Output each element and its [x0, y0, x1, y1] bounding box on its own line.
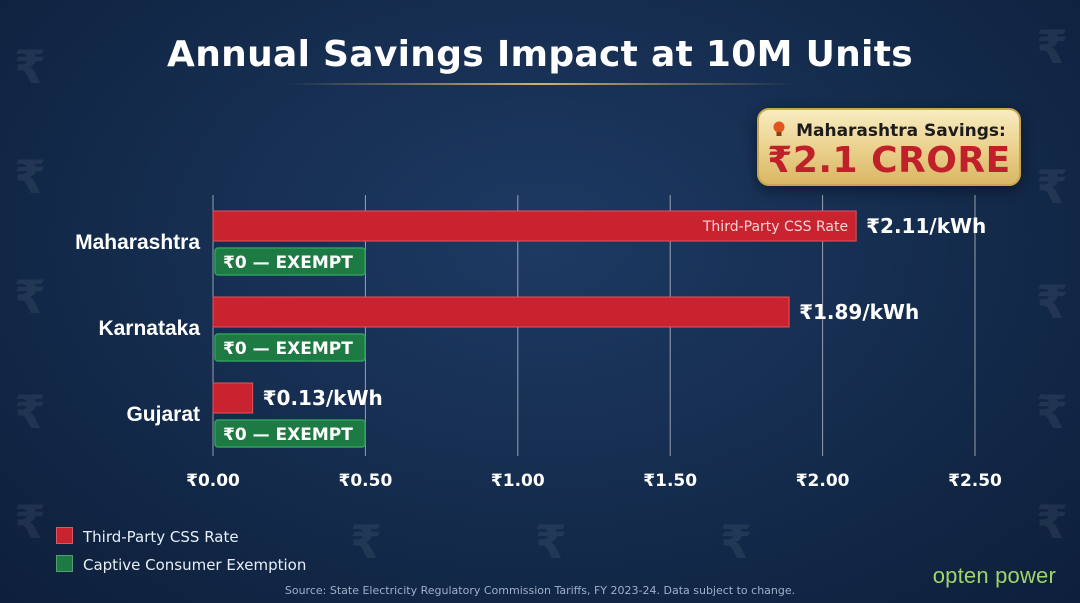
- legend-label: Third-Party CSS Rate: [83, 528, 239, 546]
- rupee-watermark-icon: ₹: [720, 515, 753, 569]
- chart-title: Annual Savings Impact at 10M Units: [167, 34, 913, 75]
- bar-value-label: ₹0.13/kWh: [263, 386, 383, 410]
- bar-css-maharashtra: [212, 210, 857, 242]
- rupee-watermark-icon: ₹: [14, 40, 47, 94]
- rupee-watermark-icon: ₹: [1036, 20, 1069, 74]
- x-tick-label: ₹1.00: [491, 471, 545, 491]
- bar-css-gujarat: [212, 382, 254, 414]
- rupee-watermark-icon: ₹: [1036, 385, 1069, 439]
- x-tick-label: ₹1.50: [643, 471, 697, 491]
- rupee-watermark-icon: ₹: [535, 515, 568, 569]
- x-tick-label: ₹0.00: [186, 471, 240, 491]
- lightbulb-icon: [772, 121, 792, 141]
- rupee-watermark-icon: ₹: [350, 515, 383, 569]
- legend-swatch-css: [56, 527, 73, 544]
- source-note: Source: State Electricity Regulatory Com…: [284, 584, 796, 597]
- legend-item: Captive Consumer Exemption: [56, 555, 306, 574]
- category-label: Karnataka: [98, 317, 200, 340]
- bar-css-karnataka: [212, 296, 790, 328]
- rupee-watermark-icon: ₹: [1036, 160, 1069, 214]
- bar-value-label: ₹2.11/kWh: [866, 214, 986, 238]
- callout-value: ₹2.1 CRORE: [767, 140, 1011, 181]
- title-divider: [285, 83, 795, 85]
- bar-inner-label: Third-Party CSS Rate: [702, 219, 848, 235]
- category-label: Maharashtra: [75, 231, 200, 254]
- bar-exempt-maharashtra: [214, 247, 366, 276]
- rupee-watermark-icon: ₹: [1036, 275, 1069, 329]
- bar-value-label: ₹1.89/kWh: [799, 300, 919, 324]
- rupee-watermark-icon: ₹: [14, 150, 47, 204]
- bar-exempt-karnataka: [214, 333, 366, 362]
- callout-label: Maharashtra Savings:: [796, 121, 1006, 141]
- x-tick-label: ₹0.50: [339, 471, 393, 491]
- rupee-watermark-icon: ₹: [14, 495, 47, 549]
- exempt-label: ₹0 — EXEMPT: [223, 253, 353, 273]
- legend-item: Third-Party CSS Rate: [56, 527, 239, 546]
- brand-logo: opten power: [932, 563, 1056, 588]
- rupee-watermark-icon: ₹: [14, 385, 47, 439]
- rupee-watermark-icon: ₹: [1036, 495, 1069, 549]
- x-tick-label: ₹2.50: [948, 471, 1002, 491]
- legend-swatch-exempt: [56, 555, 73, 572]
- savings-callout: Maharashtra Savings: ₹2.1 CRORE: [757, 108, 1021, 186]
- bar-exempt-gujarat: [214, 419, 366, 448]
- exempt-label: ₹0 — EXEMPT: [223, 425, 353, 445]
- exempt-label: ₹0 — EXEMPT: [223, 339, 353, 359]
- legend-label: Captive Consumer Exemption: [83, 556, 307, 574]
- rupee-watermark-icon: ₹: [14, 270, 47, 324]
- callout-label-row: Maharashtra Savings:: [759, 120, 1019, 141]
- category-label: Gujarat: [126, 403, 200, 426]
- x-tick-label: ₹2.00: [796, 471, 850, 491]
